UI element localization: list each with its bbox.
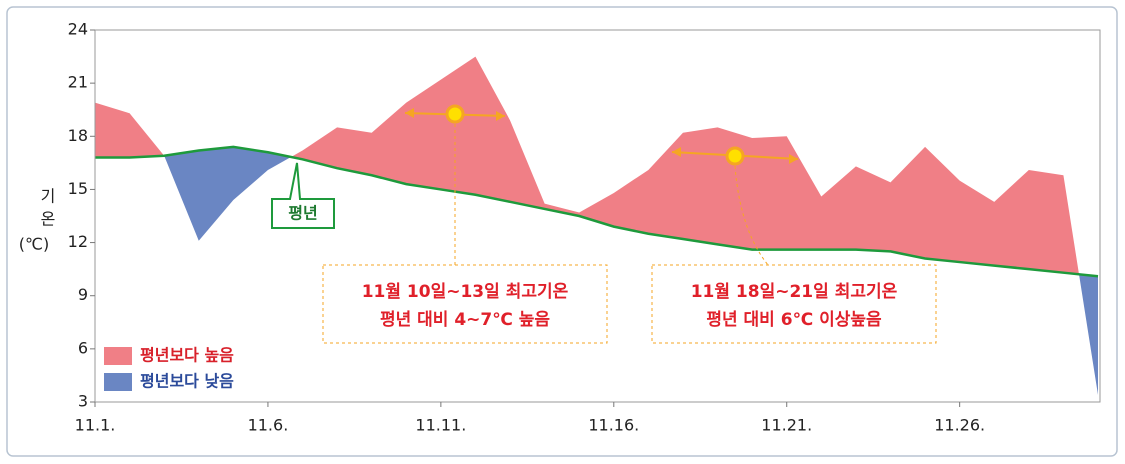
- normal-callout: 평년: [271, 162, 335, 229]
- normal-label: 평년: [288, 204, 317, 223]
- y-tick-label: 18: [68, 126, 88, 145]
- annotation-text: 평년 대비 6℃ 이상높음: [706, 310, 882, 330]
- frame: [6, 6, 1118, 457]
- y-label: 온: [41, 210, 56, 229]
- sun-icon: [445, 104, 465, 124]
- y-label: 기: [41, 187, 56, 206]
- plot-border: [94, 29, 1101, 403]
- annotation-text: 11월 10일~13일 최고기온: [362, 282, 569, 302]
- leader: [734, 165, 769, 266]
- legend-label: 평년보다 높음: [140, 346, 234, 365]
- arrow-head: [789, 154, 798, 164]
- y-tick-label: 3: [78, 392, 88, 411]
- legend-label: 평년보다 낮음: [140, 372, 234, 391]
- legend-swatch: [104, 347, 132, 365]
- y-tick-label: 9: [78, 285, 88, 304]
- y-tick-label: 12: [68, 232, 88, 251]
- annotation-text: 11월 18일~21일 최고기온: [691, 282, 898, 302]
- y-tick-label: 24: [68, 20, 88, 39]
- arrow-head: [672, 147, 681, 157]
- y-tick-label: 6: [78, 338, 88, 357]
- x-tick-label: 11.6.: [248, 416, 289, 435]
- x-tick-label: 11.11.: [415, 416, 466, 435]
- y-label: (℃): [19, 235, 49, 254]
- x-tick-label: 11.1.: [75, 416, 116, 435]
- legend-swatch: [104, 373, 132, 391]
- annotation-2: 11월 18일~21일 최고기온 평년 대비 6℃ 이상높음: [651, 146, 937, 344]
- annotation-box: [651, 264, 937, 344]
- sun-icon: [725, 146, 745, 166]
- normal-line: [95, 145, 1099, 278]
- x-tick-label: 11.16.: [588, 416, 639, 435]
- callout-box: [271, 162, 335, 229]
- arrow-head: [496, 111, 505, 121]
- annotation-box: [322, 264, 608, 344]
- y-tick-label: 15: [68, 179, 88, 198]
- arrow-head: [405, 108, 414, 118]
- annotation-1: 11월 10일~13일 최고기온 평년 대비 4~7℃ 높음: [322, 104, 608, 344]
- area-above: [95, 56, 1098, 277]
- y-tick-label: 21: [68, 73, 88, 92]
- x-tick-label: 11.21.: [761, 416, 812, 435]
- annotation-text: 평년 대비 4~7℃ 높음: [380, 310, 550, 330]
- x-tick-label: 11.26.: [934, 416, 985, 435]
